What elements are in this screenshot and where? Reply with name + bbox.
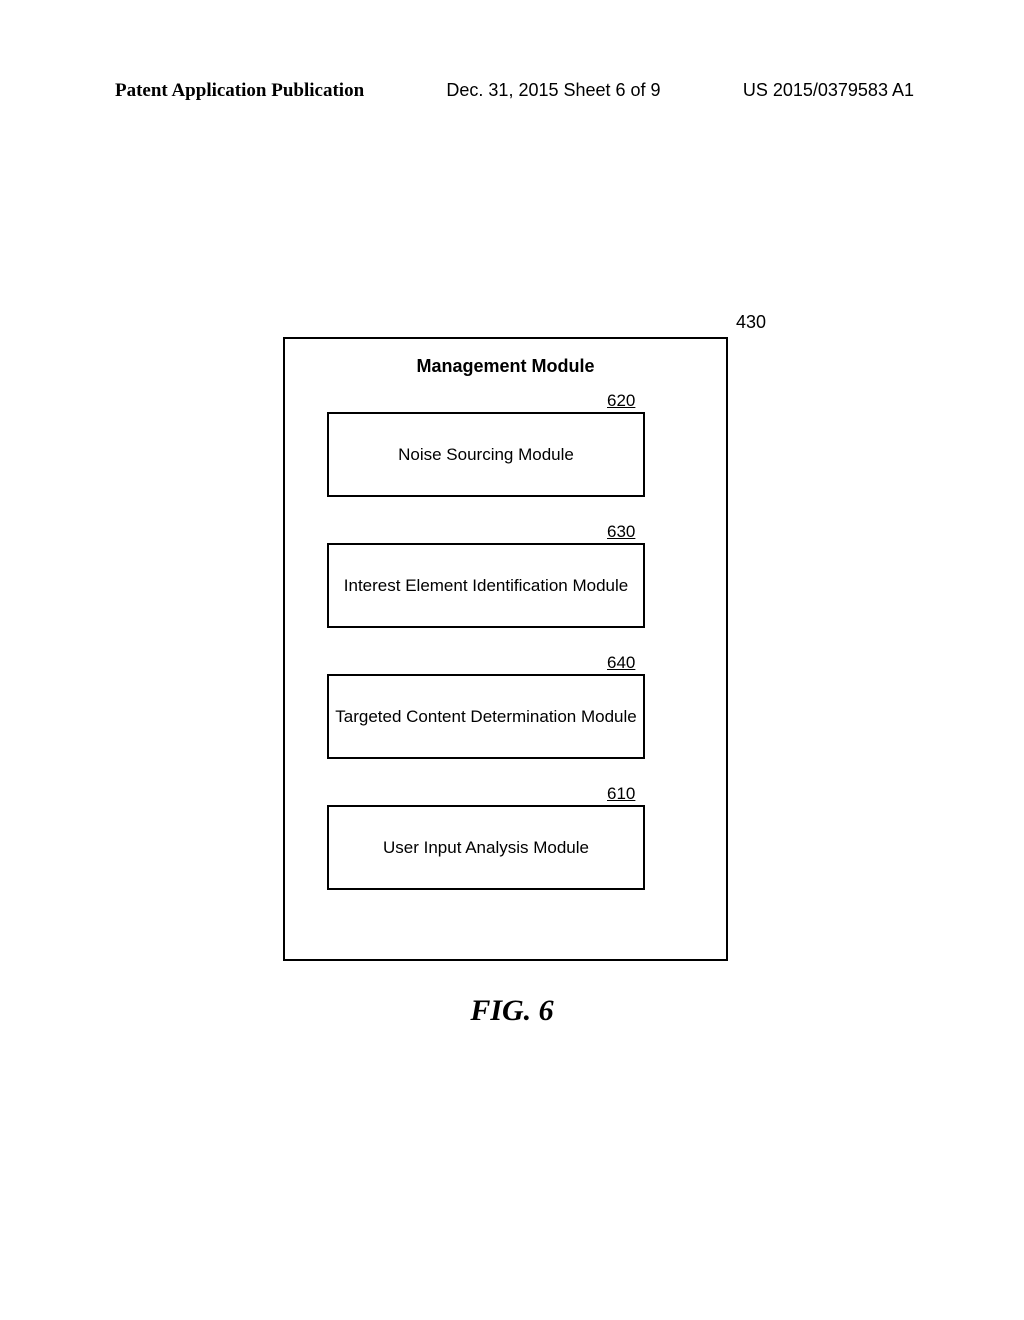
module-ref-number: 630	[607, 522, 635, 542]
page-header: Patent Application Publication Dec. 31, …	[0, 80, 1024, 102]
module-box: Interest Element Identification Module	[327, 543, 645, 628]
header-center: Dec. 31, 2015 Sheet 6 of 9	[446, 80, 660, 102]
module-box: User Input Analysis Module	[327, 805, 645, 890]
management-module-box: Management Module 620Noise Sourcing Modu…	[283, 337, 728, 961]
header-left: Patent Application Publication	[115, 80, 364, 102]
patent-page: Patent Application Publication Dec. 31, …	[0, 0, 1024, 1320]
module-box: Targeted Content Determination Module	[327, 674, 645, 759]
management-module-title: Management Module	[285, 356, 726, 377]
module-ref-number: 610	[607, 784, 635, 804]
header-right: US 2015/0379583 A1	[743, 80, 914, 102]
module-ref-number: 640	[607, 653, 635, 673]
module-ref-number: 620	[607, 391, 635, 411]
figure-caption: FIG. 6	[0, 994, 1024, 1028]
module-box: Noise Sourcing Module	[327, 412, 645, 497]
outer-ref-number: 430	[736, 312, 766, 333]
